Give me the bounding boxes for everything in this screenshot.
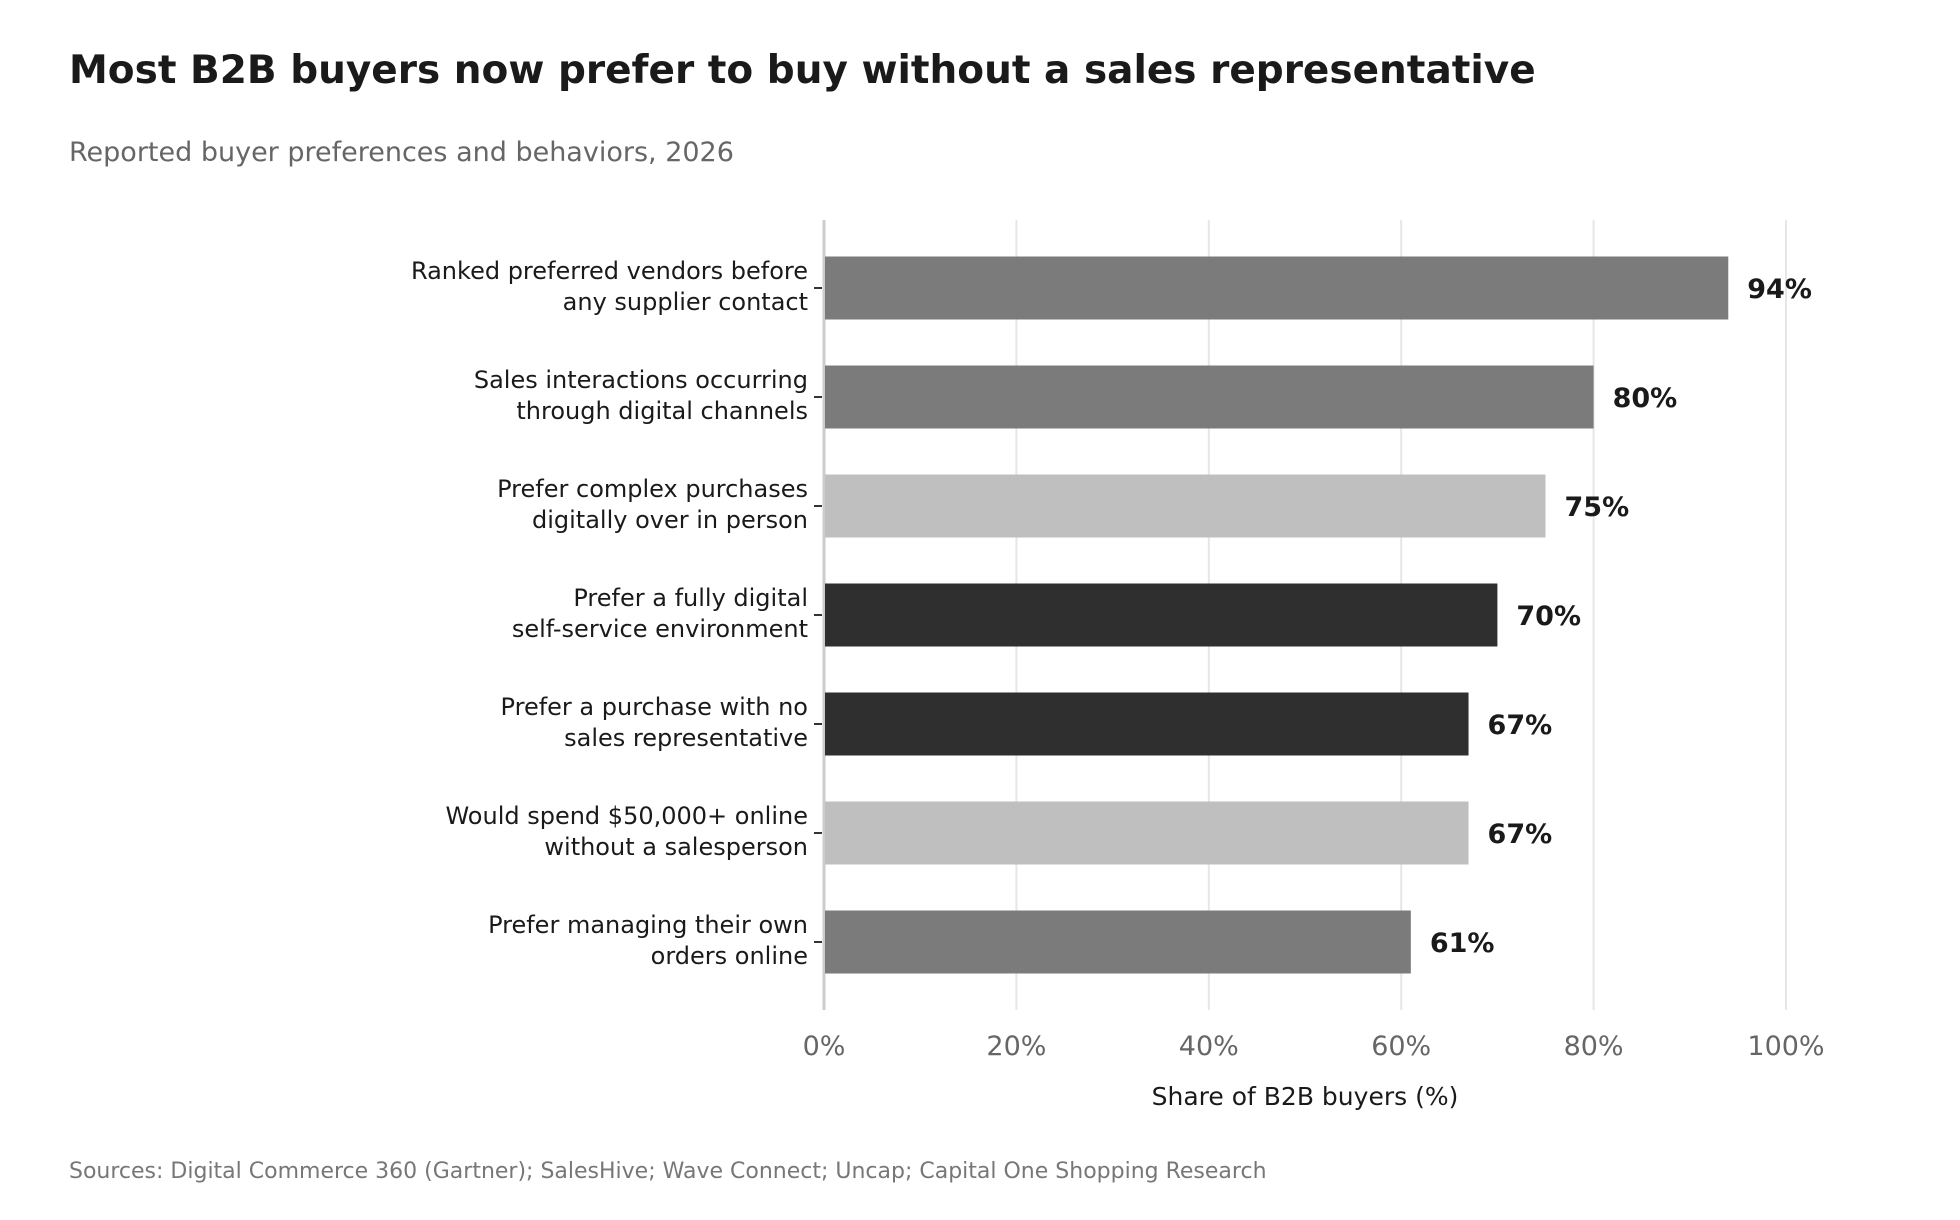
x-tick-label: 20% <box>986 1031 1046 1062</box>
category-label: Sales interactions occurring through digi… <box>474 366 808 425</box>
x-axis-title: Share of B2B buyers (%) <box>1152 1082 1459 1111</box>
value-label: 80% <box>1613 383 1678 414</box>
source-note: Sources: Digital Commerce 360 (Gartner);… <box>69 1159 1267 1184</box>
x-tick-label: 80% <box>1564 1031 1624 1062</box>
labels: 0% 20% 40% 60% 80% 100% 94% Ranked preferred ve… <box>411 257 1825 1062</box>
x-tick-label: 60% <box>1371 1031 1431 1062</box>
category-label: Prefer a fully digital self-service envir… <box>512 584 808 643</box>
value-label: 67% <box>1488 710 1553 741</box>
bar <box>825 692 1469 756</box>
chart-title: Most B2B buyers now prefer to buy withou… <box>69 48 1536 93</box>
bar <box>825 474 1546 538</box>
bar <box>825 256 1729 320</box>
value-label: 75% <box>1565 492 1630 523</box>
category-label: Prefer a purchase with no sales represent… <box>501 693 808 752</box>
value-label: 67% <box>1488 819 1553 850</box>
x-tick-label: 40% <box>1179 1031 1239 1062</box>
category-label: Ranked preferred vendors before any suppl… <box>411 257 808 316</box>
bar <box>825 910 1411 974</box>
bar <box>825 365 1594 429</box>
value-label: 61% <box>1430 928 1495 959</box>
category-label: Would spend $50,000+ online without a sal… <box>445 802 808 861</box>
value-label: 70% <box>1516 601 1581 632</box>
bar <box>825 583 1498 647</box>
chart-subtitle: Reported buyer preferences and behaviors… <box>69 137 734 168</box>
bars <box>825 256 1729 974</box>
x-tick-label: 0% <box>803 1031 846 1062</box>
x-tick-label: 100% <box>1747 1031 1824 1062</box>
bar <box>825 801 1469 865</box>
category-label: Prefer complex purchases digitally over i… <box>497 475 808 534</box>
category-label: Prefer managing their own orders online <box>488 911 808 970</box>
value-label: 94% <box>1747 274 1812 305</box>
